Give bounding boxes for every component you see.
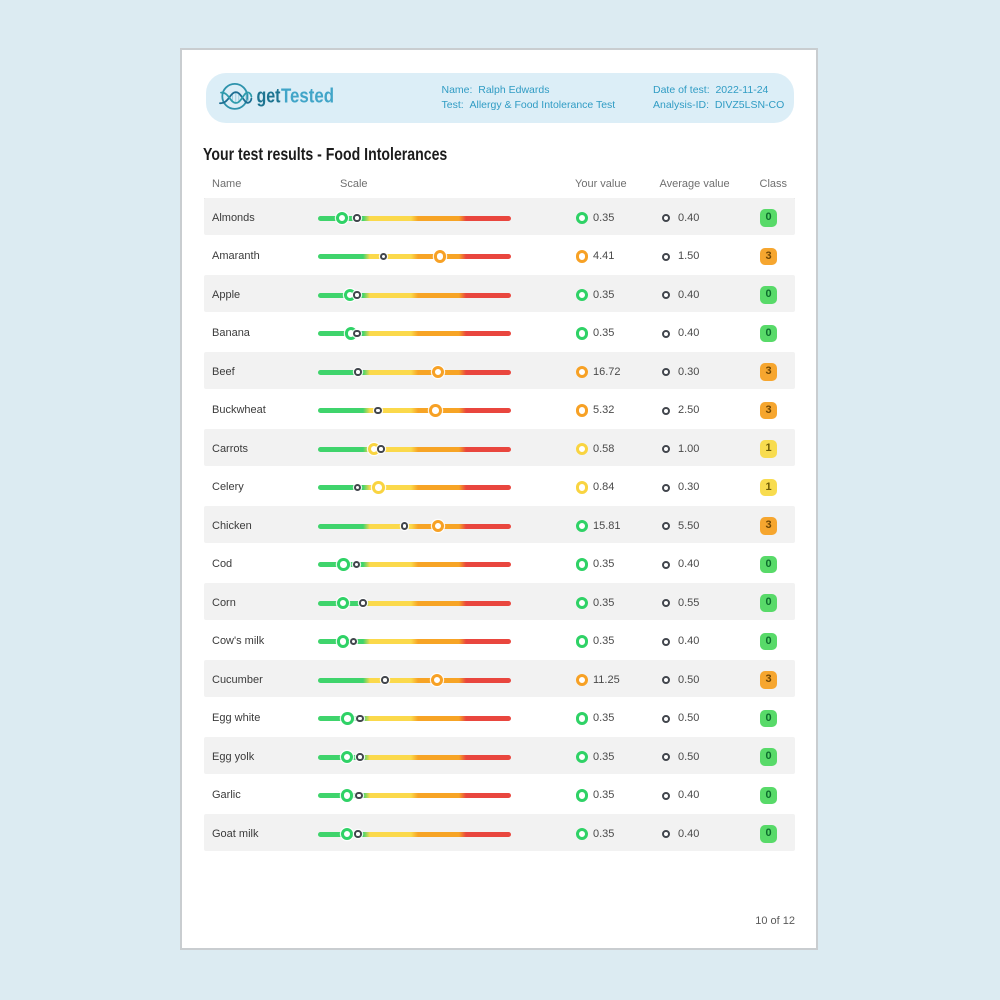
svg-text:Tested: Tested (281, 84, 334, 107)
svg-text:get: get (257, 84, 281, 107)
